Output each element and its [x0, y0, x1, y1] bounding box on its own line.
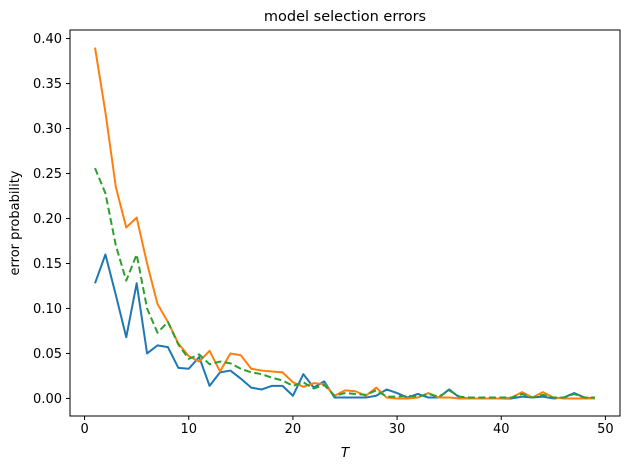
plot-area	[69, 29, 621, 417]
x-tick-label: 40	[493, 422, 510, 437]
x-tick-label: 10	[180, 422, 197, 437]
y-tick-label: 0.40	[33, 32, 62, 47]
y-tick-label: 0.05	[33, 347, 62, 362]
y-tick-label: 0.10	[33, 302, 62, 317]
y-tick-label: 0.35	[33, 77, 62, 92]
chart-title: model selection errors	[264, 9, 426, 25]
y-tick-label: 0.30	[33, 122, 62, 137]
x-tick-label: 20	[285, 422, 302, 437]
y-tick-label: 0.25	[33, 167, 62, 182]
plot-series	[94, 47, 596, 400]
x-axis-label: T	[341, 445, 351, 461]
y-axis-label: error probability	[8, 170, 23, 275]
y-tick-label: 0.00	[33, 392, 62, 407]
axis-ticks: 0 10 20 30 40 50 0.00 0.05 0.10 0.15 0.20 0.25 0.30 0…	[33, 32, 614, 437]
y-tick-label: 0.15	[33, 257, 62, 272]
series-green	[94, 167, 595, 399]
x-tick-label: 30	[389, 422, 406, 437]
x-tick-label: 50	[597, 422, 614, 437]
y-tick-label: 0.20	[33, 212, 62, 227]
x-tick-label: 0	[80, 422, 88, 437]
